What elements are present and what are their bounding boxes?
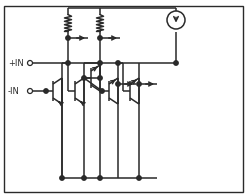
Circle shape — [66, 36, 70, 40]
Circle shape — [137, 82, 141, 86]
Circle shape — [98, 36, 102, 40]
Circle shape — [44, 89, 48, 93]
Text: +IN: +IN — [8, 58, 24, 67]
Circle shape — [116, 82, 120, 86]
Circle shape — [82, 76, 86, 80]
Circle shape — [174, 61, 178, 65]
Circle shape — [66, 61, 70, 65]
Text: -IN: -IN — [8, 86, 20, 95]
Circle shape — [116, 61, 120, 65]
Circle shape — [100, 89, 104, 93]
Circle shape — [137, 176, 141, 180]
Circle shape — [82, 176, 86, 180]
Circle shape — [98, 76, 102, 80]
Circle shape — [98, 176, 102, 180]
Circle shape — [60, 176, 64, 180]
Circle shape — [98, 61, 102, 65]
